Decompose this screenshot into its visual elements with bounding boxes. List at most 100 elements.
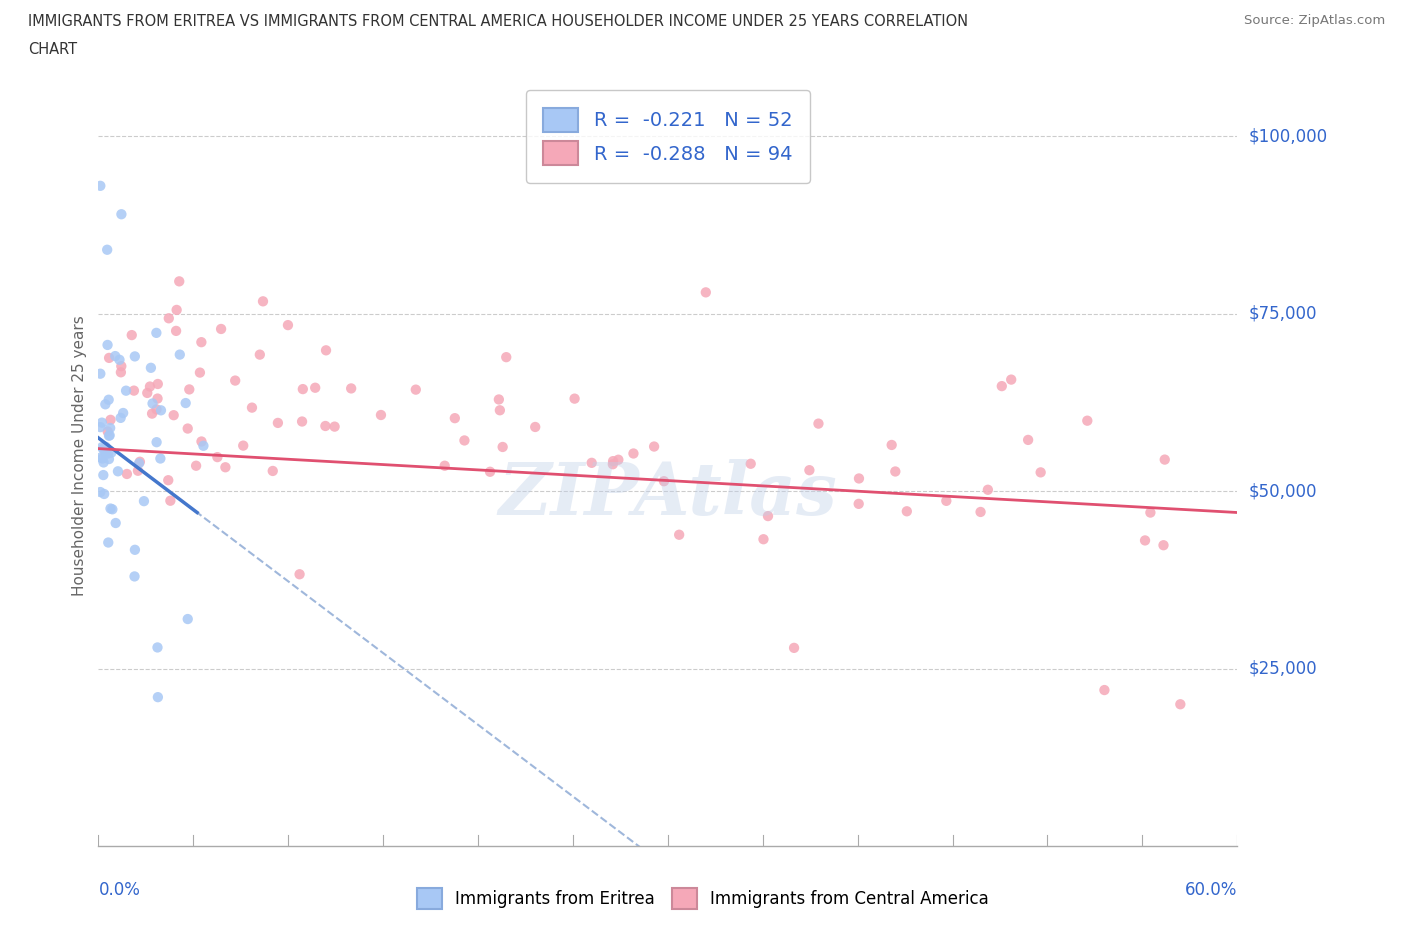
Point: [91, 468, 114, 483]
Point: [209, 322, 232, 337]
Point: [1029, 465, 1052, 480]
Point: [115, 383, 138, 398]
Point: [783, 641, 806, 656]
Point: [623, 446, 645, 461]
Point: [121, 327, 143, 342]
Point: [124, 349, 146, 364]
Point: [146, 640, 169, 655]
Point: [602, 454, 624, 469]
Point: [1017, 432, 1039, 447]
Y-axis label: Householder Income Under 25 years: Householder Income Under 25 years: [72, 315, 87, 596]
Point: [252, 294, 274, 309]
Point: [1133, 533, 1156, 548]
Point: [145, 402, 167, 417]
Point: [291, 381, 314, 396]
Text: $100,000: $100,000: [1249, 127, 1327, 145]
Point: [174, 395, 197, 410]
Point: [90, 450, 112, 465]
Point: [93, 486, 115, 501]
Point: [157, 311, 180, 325]
Point: [1153, 538, 1175, 552]
Point: [110, 359, 132, 374]
Point: [100, 501, 122, 516]
Point: [145, 326, 167, 340]
Text: 60.0%: 60.0%: [1185, 881, 1237, 899]
Point: [146, 690, 169, 705]
Text: $75,000: $75,000: [1249, 305, 1317, 323]
Point: [1000, 372, 1022, 387]
Point: [159, 493, 181, 508]
Point: [128, 454, 150, 469]
Point: [581, 456, 603, 471]
Point: [124, 569, 146, 584]
Point: [232, 438, 254, 453]
Point: [93, 455, 115, 470]
Point: [799, 463, 821, 478]
Point: [97, 535, 120, 550]
Point: [249, 347, 271, 362]
Text: 0.0%: 0.0%: [98, 881, 141, 899]
Point: [695, 285, 717, 299]
Point: [1094, 683, 1116, 698]
Point: [756, 509, 779, 524]
Point: [94, 397, 117, 412]
Point: [104, 349, 127, 364]
Point: [207, 450, 229, 465]
Text: Source: ZipAtlas.com: Source: ZipAtlas.com: [1244, 14, 1385, 27]
Text: CHART: CHART: [28, 42, 77, 57]
Point: [752, 532, 775, 547]
Point: [98, 429, 121, 444]
Point: [262, 463, 284, 478]
Point: [89, 366, 111, 381]
Point: [90, 415, 112, 430]
Point: [97, 392, 120, 407]
Point: [145, 434, 167, 449]
Point: [107, 464, 129, 479]
Point: [124, 542, 146, 557]
Point: [304, 380, 326, 395]
Point: [1076, 413, 1098, 428]
Point: [136, 386, 159, 401]
Text: $25,000: $25,000: [1249, 659, 1317, 678]
Point: [149, 451, 172, 466]
Point: [1170, 697, 1192, 711]
Point: [177, 612, 200, 627]
Point: [100, 445, 122, 460]
Point: [139, 360, 162, 375]
Point: [110, 410, 132, 425]
Point: [607, 452, 630, 467]
Point: [315, 343, 337, 358]
Point: [89, 419, 111, 434]
Point: [94, 440, 117, 455]
Point: [127, 463, 149, 478]
Point: [884, 464, 907, 479]
Point: [489, 403, 512, 418]
Point: [524, 419, 547, 434]
Point: [96, 243, 118, 258]
Point: [602, 457, 624, 472]
Point: [167, 274, 190, 289]
Point: [104, 515, 127, 530]
Point: [453, 433, 475, 448]
Point: [488, 392, 510, 407]
Point: [896, 504, 918, 519]
Point: [288, 566, 311, 581]
Text: IMMIGRANTS FROM ERITREA VS IMMIGRANTS FROM CENTRAL AMERICA HOUSEHOLDER INCOME UN: IMMIGRANTS FROM ERITREA VS IMMIGRANTS FR…: [28, 14, 969, 29]
Point: [128, 456, 150, 471]
Point: [110, 365, 132, 379]
Point: [139, 379, 162, 394]
Point: [97, 424, 120, 439]
Point: [112, 405, 135, 420]
Point: [652, 473, 675, 488]
Point: [880, 437, 903, 452]
Point: [100, 412, 122, 427]
Point: [340, 381, 363, 396]
Point: [277, 318, 299, 333]
Point: [101, 502, 124, 517]
Point: [848, 471, 870, 485]
Point: [97, 446, 120, 461]
Point: [479, 464, 502, 479]
Point: [190, 335, 212, 350]
Point: [314, 418, 336, 433]
Point: [166, 302, 188, 317]
